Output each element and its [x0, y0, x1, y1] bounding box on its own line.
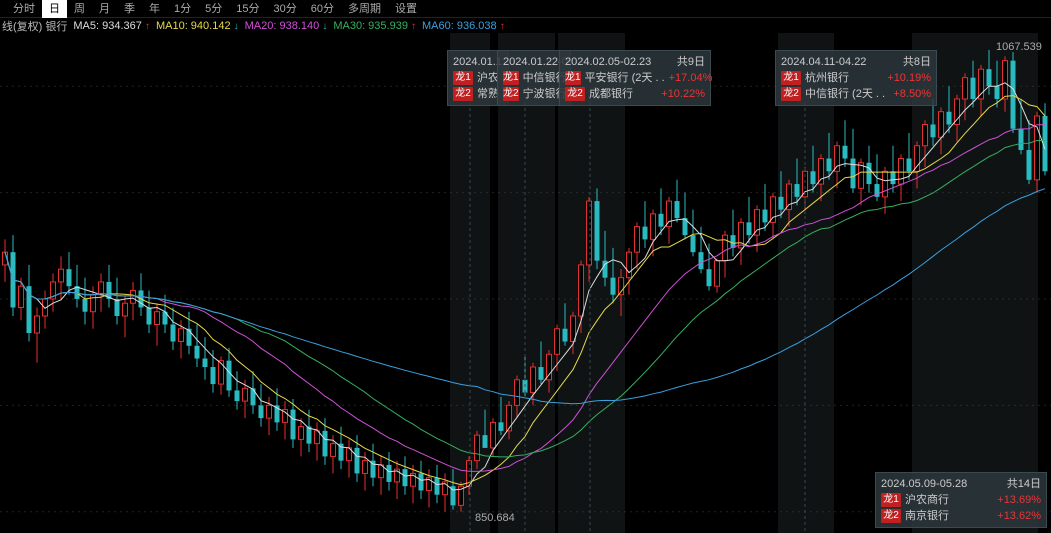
timeframe-分时[interactable]: 分时 — [6, 0, 42, 18]
timeframe-15分[interactable]: 15分 — [229, 0, 266, 18]
timeframe-日[interactable]: 日 — [42, 0, 67, 18]
timeframe-30分[interactable]: 30分 — [267, 0, 304, 18]
timeframe-多周期[interactable]: 多周期 — [341, 0, 388, 18]
timeframe-5分[interactable]: 5分 — [198, 0, 229, 18]
ma-label-MA30: MA30: 935.939 ↑ — [333, 20, 416, 32]
event-overlay-3[interactable]: 2024.04.11-04.22共8日龙1杭州银行+10.19%龙2中信银行 (… — [775, 50, 937, 106]
timeframe-toolbar: 分时日周月季年1分5分15分30分60分多周期设置 — [0, 0, 1051, 18]
event-overlay-2[interactable]: 2024.02.05-02.23共9日龙1平安银行 (2天 . .+17.04%… — [559, 50, 711, 106]
timeframe-60分[interactable]: 60分 — [304, 0, 341, 18]
timeframe-季[interactable]: 季 — [117, 0, 142, 18]
event-overlay-4[interactable]: 2024.05.09-05.28共14日龙1沪农商行+13.69%龙2南京银行+… — [875, 472, 1047, 528]
timeframe-周[interactable]: 周 — [67, 0, 92, 18]
timeframe-设置[interactable]: 设置 — [388, 0, 424, 18]
ma-label-MA10: MA10: 940.142 ↓ — [156, 20, 239, 32]
timeframe-月[interactable]: 月 — [92, 0, 117, 18]
candlestick-chart[interactable] — [0, 33, 1051, 533]
ma-label-MA20: MA20: 938.140 ↓ — [245, 20, 328, 32]
series-label: 线(复权) 银行 — [2, 18, 67, 34]
timeframe-年[interactable]: 年 — [142, 0, 167, 18]
indicator-info-line: 线(复权) 银行 MA5: 934.367 ↑ MA10: 940.142 ↓ MA… — [2, 18, 1051, 33]
ma-label-MA5: MA5: 934.367 ↑ — [73, 20, 150, 32]
ma-label-MA60: MA60: 936.038 ↑ — [422, 20, 505, 32]
timeframe-1分[interactable]: 1分 — [167, 0, 198, 18]
